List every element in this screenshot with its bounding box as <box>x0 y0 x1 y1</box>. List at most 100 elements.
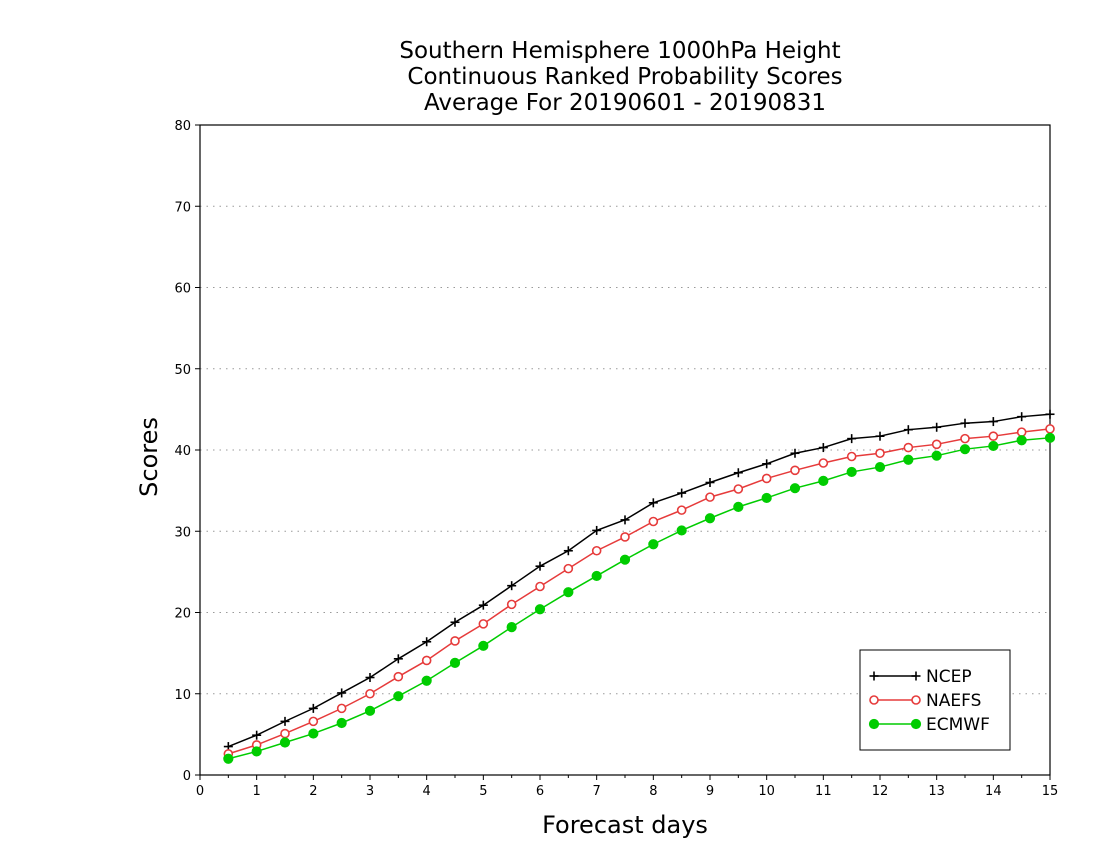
y-tick-label: 70 <box>174 200 191 215</box>
data-point-naefs <box>648 516 659 527</box>
legend-marker-ncep <box>869 671 879 681</box>
data-point-ncep <box>620 515 630 525</box>
series-lines <box>223 409 1056 764</box>
y-axis-title: Scores <box>135 417 163 497</box>
data-point-ncep <box>563 546 573 556</box>
data-point-ecmwf <box>988 440 999 452</box>
data-point-naefs <box>705 492 715 502</box>
x-tick-label: 7 <box>593 784 601 799</box>
data-point-ncep <box>1017 412 1027 422</box>
data-point-naefs <box>1045 424 1055 434</box>
data-point-ecmwf <box>364 705 376 716</box>
data-point-ncep <box>507 581 517 591</box>
x-axis-title: Forecast days <box>542 811 708 839</box>
data-point-ecmwf <box>959 444 971 455</box>
data-point-naefs <box>931 439 942 450</box>
data-point-ncep <box>393 654 403 664</box>
data-point-ecmwf <box>279 737 291 748</box>
x-tick-label: 3 <box>366 784 374 799</box>
data-point-ncep <box>337 688 347 698</box>
data-point-ncep <box>478 600 488 610</box>
data-point-ncep <box>592 525 602 535</box>
data-point-ecmwf <box>903 454 914 465</box>
x-tick-label: 0 <box>196 784 204 799</box>
data-point-naefs <box>960 433 970 444</box>
data-point-naefs <box>563 563 574 574</box>
x-tick-label: 8 <box>649 784 657 799</box>
data-point-ncep <box>790 448 800 458</box>
data-point-naefs <box>846 451 857 462</box>
data-point-naefs <box>676 505 687 515</box>
chart-title-line-3: Average For 20190601 - 20190831 <box>424 90 826 116</box>
data-point-naefs <box>733 484 744 494</box>
x-tick-label: 1 <box>253 784 261 799</box>
legend-marker-naefs <box>911 695 921 705</box>
data-point-ncep <box>677 488 687 498</box>
data-point-naefs <box>393 671 404 682</box>
chart-title-line-2: Continuous Ranked Probability Scores <box>407 64 842 90</box>
y-tick-label: 80 <box>174 119 191 134</box>
data-point-naefs <box>478 619 489 629</box>
x-tick-label: 11 <box>815 784 832 799</box>
legend-label-ncep: NCEP <box>926 667 972 687</box>
data-point-naefs <box>818 458 829 468</box>
data-point-naefs <box>761 473 772 484</box>
y-tick-label: 20 <box>174 607 191 622</box>
data-point-naefs <box>620 532 630 542</box>
data-point-ecmwf <box>563 587 574 598</box>
data-point-ncep <box>988 417 998 427</box>
legend-label-naefs: NAEFS <box>926 691 981 711</box>
data-point-ncep <box>365 673 375 682</box>
data-point-naefs <box>875 448 885 459</box>
data-point-ecmwf <box>421 675 432 686</box>
data-point-ncep <box>280 716 290 726</box>
data-point-ncep <box>762 459 772 469</box>
data-point-naefs <box>790 465 800 476</box>
data-point-ecmwf <box>591 570 602 582</box>
data-point-ecmwf <box>789 483 801 494</box>
data-point-naefs <box>535 581 545 592</box>
data-point-ncep <box>648 498 658 508</box>
data-point-ecmwf <box>534 604 546 615</box>
data-point-naefs <box>421 655 432 666</box>
data-point-ncep <box>733 468 743 478</box>
data-point-naefs <box>1016 427 1027 437</box>
data-point-ncep <box>535 561 545 571</box>
data-point-ncep <box>705 478 715 487</box>
legend-marker-naefs <box>869 695 879 705</box>
data-point-naefs <box>308 716 319 727</box>
legend-marker-ecmwf <box>910 718 922 730</box>
y-tick-label: 50 <box>174 363 191 378</box>
data-point-ncep <box>932 422 942 432</box>
data-point-ecmwf <box>1044 432 1056 443</box>
legend-marker-ncep <box>911 671 921 681</box>
data-point-ncep <box>422 637 432 647</box>
y-tick-label: 0 <box>183 769 191 784</box>
data-point-ecmwf <box>336 717 347 729</box>
y-tick-label: 10 <box>174 688 191 703</box>
y-tick-label: 30 <box>174 525 191 540</box>
data-point-ecmwf <box>704 513 716 524</box>
data-point-ncep <box>450 617 460 627</box>
data-point-ecmwf <box>733 501 744 512</box>
x-tick-label: 2 <box>309 784 317 799</box>
data-point-ncep <box>1045 409 1055 419</box>
data-point-naefs <box>365 688 375 699</box>
y-tick-label: 60 <box>174 282 191 297</box>
x-tick-label: 15 <box>1042 784 1059 799</box>
x-tick-label: 9 <box>706 784 714 799</box>
chart-title-line-1: Southern Hemisphere 1000hPa Height <box>399 38 840 64</box>
data-point-ecmwf <box>846 466 857 478</box>
data-point-ecmwf <box>393 691 404 702</box>
data-point-naefs <box>336 703 347 714</box>
data-point-ncep <box>903 425 913 435</box>
data-point-naefs <box>903 442 914 453</box>
data-point-ncep <box>875 431 885 441</box>
x-tick-label: 12 <box>872 784 889 799</box>
data-point-ecmwf <box>648 539 659 550</box>
data-point-naefs <box>506 599 517 610</box>
series-line-ncep <box>228 413 1051 748</box>
x-tick-label: 13 <box>928 784 945 799</box>
